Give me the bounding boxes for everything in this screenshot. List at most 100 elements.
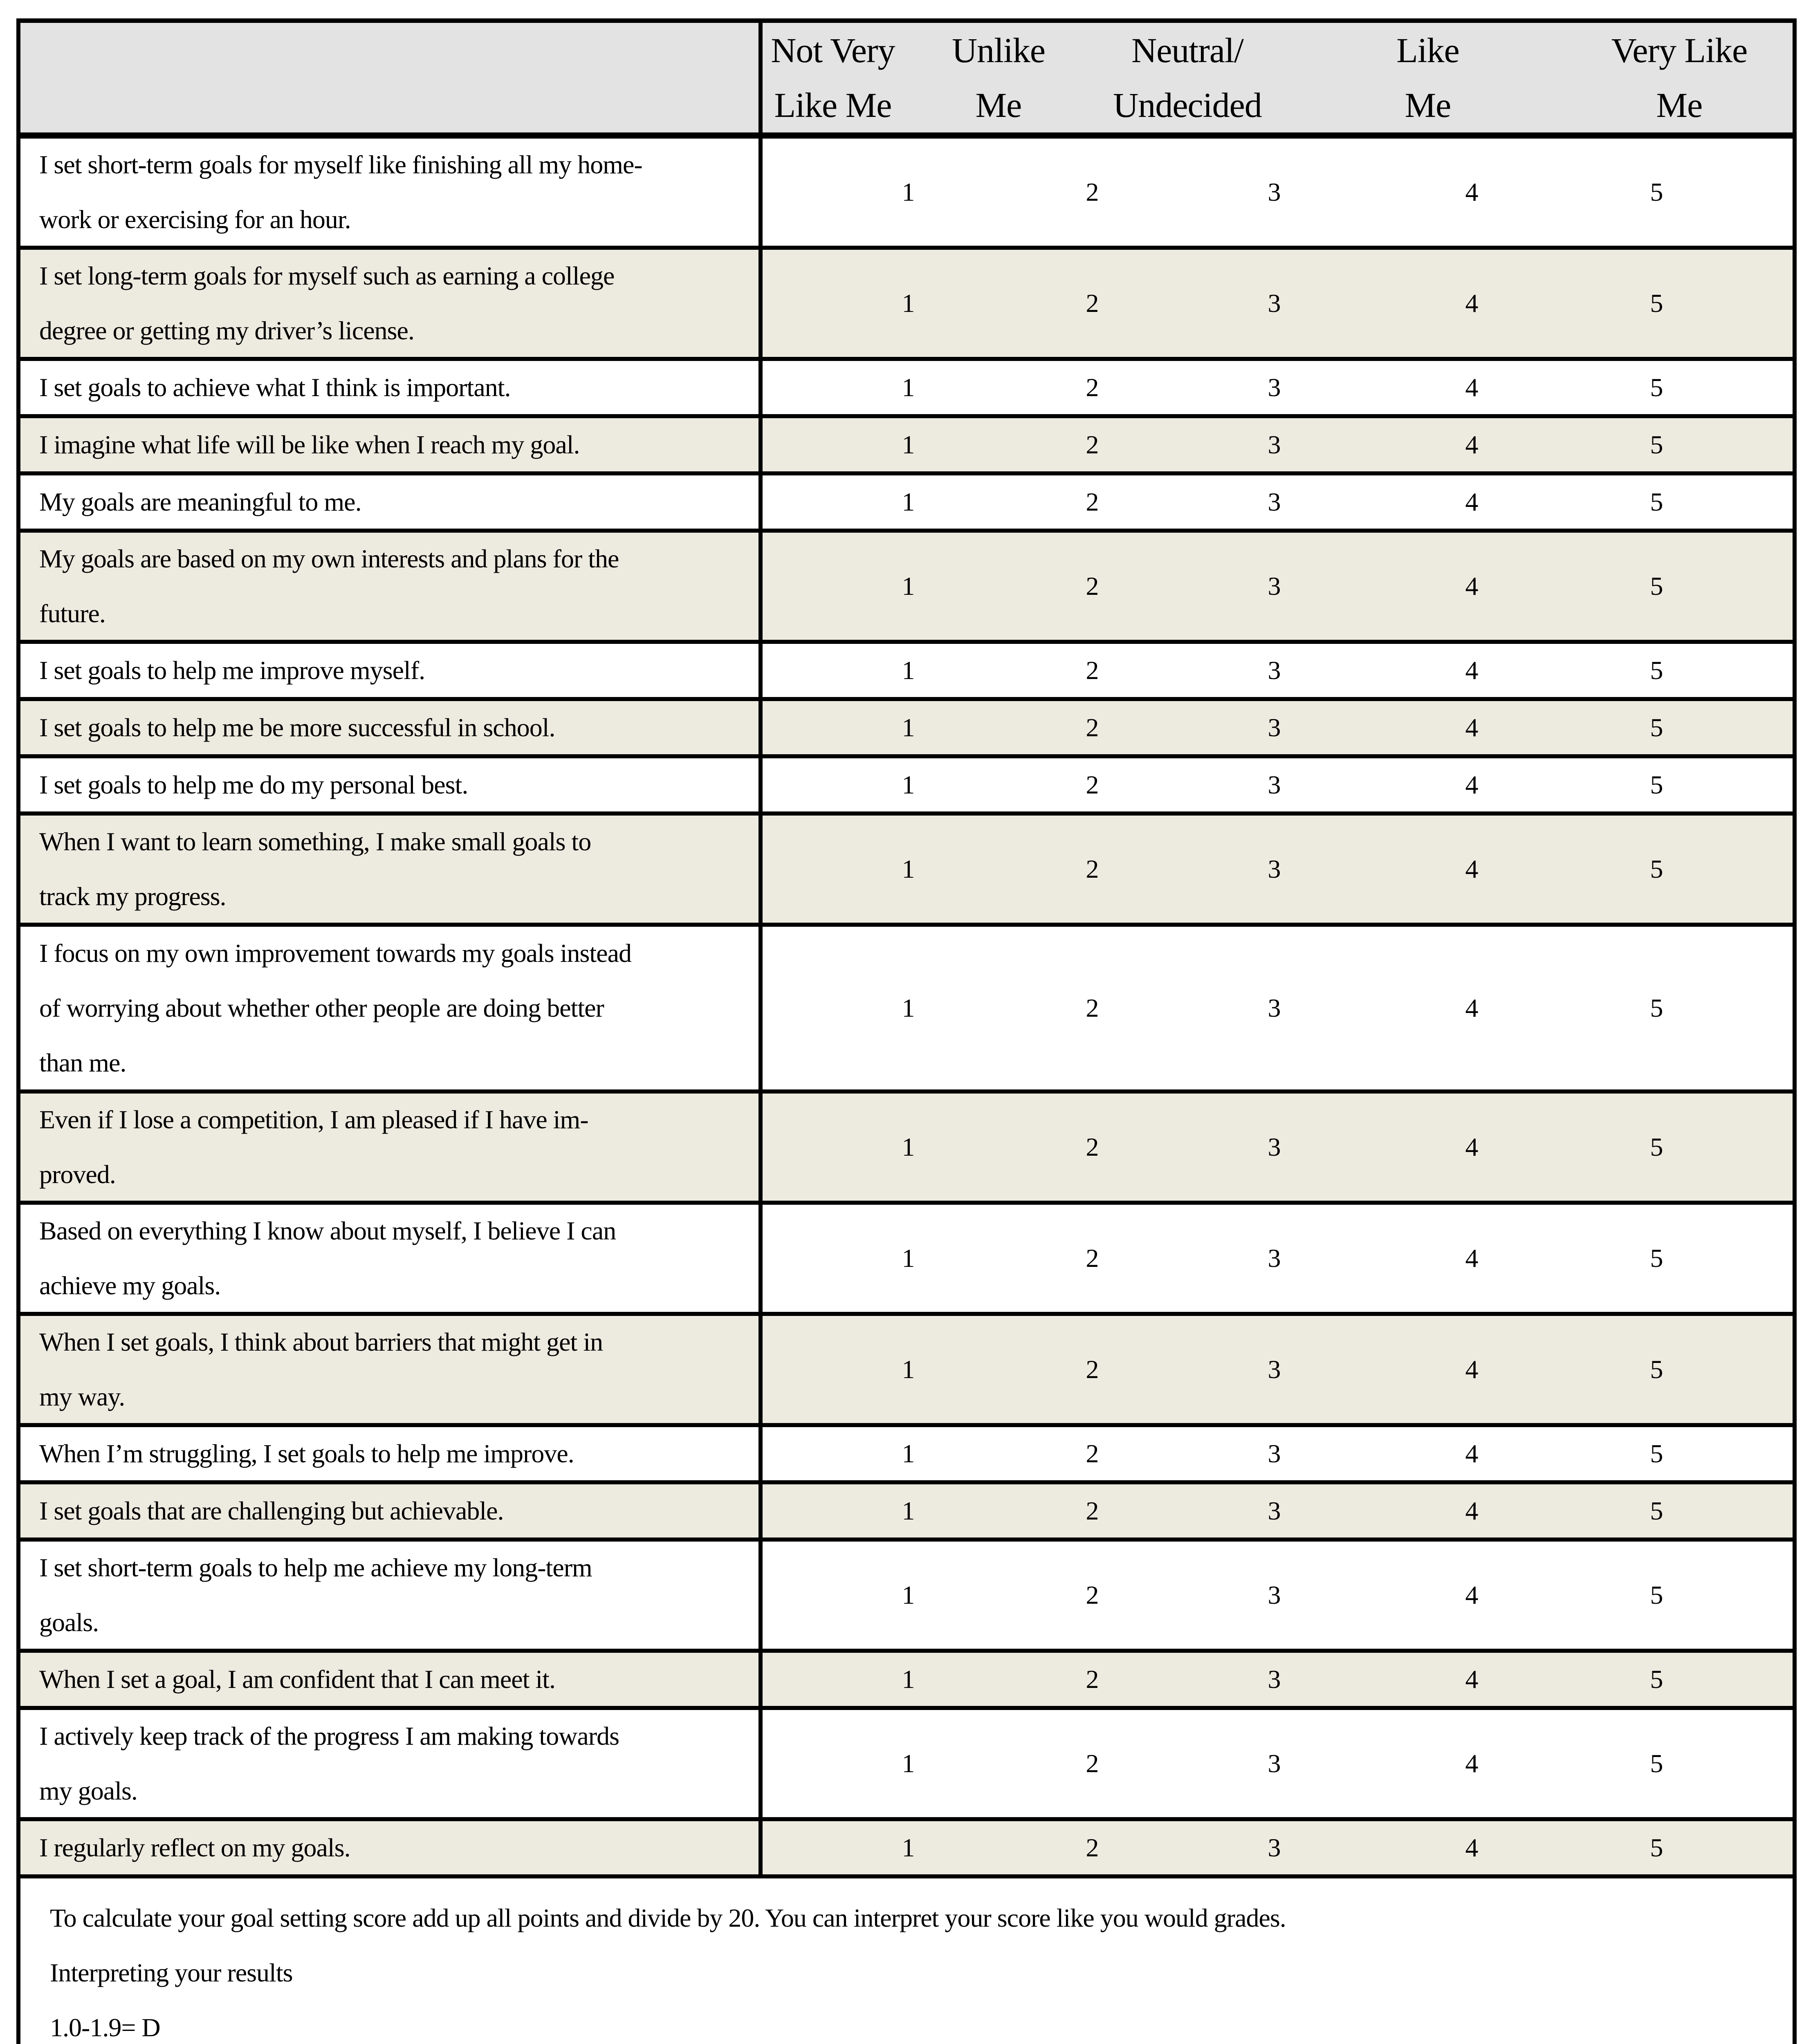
- rating-option-3[interactable]: 3: [1268, 1496, 1281, 1525]
- rating-option-2[interactable]: 2: [1086, 1665, 1099, 1694]
- rating-option-2[interactable]: 2: [1086, 373, 1099, 402]
- rating-option-5[interactable]: 5: [1650, 1496, 1663, 1525]
- rating-option-2[interactable]: 2: [1086, 1132, 1099, 1161]
- rating-option-3[interactable]: 3: [1268, 656, 1281, 685]
- rating-option-1[interactable]: 1: [902, 1665, 915, 1694]
- rating-option-4[interactable]: 4: [1465, 1496, 1479, 1525]
- rating-option-1[interactable]: 1: [902, 1833, 915, 1862]
- rating-option-1[interactable]: 1: [902, 572, 915, 601]
- rating-option-1[interactable]: 1: [902, 713, 915, 742]
- rating-option-2[interactable]: 2: [1086, 854, 1099, 883]
- rating-option-5[interactable]: 5: [1650, 1749, 1663, 1778]
- rating-option-4[interactable]: 4: [1465, 487, 1479, 516]
- rating-option-4[interactable]: 4: [1465, 1580, 1479, 1609]
- rating-option-4[interactable]: 4: [1465, 1244, 1479, 1273]
- rating-option-1[interactable]: 1: [902, 487, 915, 516]
- rating-option-2[interactable]: 2: [1086, 487, 1099, 516]
- rating-option-2[interactable]: 2: [1086, 1244, 1099, 1273]
- rating-option-1[interactable]: 1: [902, 1749, 915, 1778]
- rating-option-1[interactable]: 1: [902, 373, 915, 402]
- rating-option-3[interactable]: 3: [1268, 1355, 1281, 1384]
- rating-option-5[interactable]: 5: [1650, 770, 1663, 799]
- rating-option-1[interactable]: 1: [902, 656, 915, 685]
- rating-option-2[interactable]: 2: [1086, 1496, 1099, 1525]
- rating-option-3[interactable]: 3: [1268, 1132, 1281, 1161]
- rating-option-4[interactable]: 4: [1465, 373, 1479, 402]
- rating-option-5[interactable]: 5: [1650, 713, 1663, 742]
- rating-option-1[interactable]: 1: [902, 289, 915, 318]
- rating-option-3[interactable]: 3: [1268, 177, 1281, 206]
- rating-option-4[interactable]: 4: [1465, 993, 1479, 1022]
- rating-option-5[interactable]: 5: [1650, 572, 1663, 601]
- rating-option-4[interactable]: 4: [1465, 854, 1479, 883]
- rating-option-1[interactable]: 1: [902, 177, 915, 206]
- rating-option-2[interactable]: 2: [1086, 572, 1099, 601]
- rating-option-5[interactable]: 5: [1650, 1244, 1663, 1273]
- rating-option-4[interactable]: 4: [1465, 430, 1479, 459]
- rating-option-2[interactable]: 2: [1086, 713, 1099, 742]
- rating-option-5[interactable]: 5: [1650, 289, 1663, 318]
- rating-option-4[interactable]: 4: [1465, 713, 1479, 742]
- rating-option-3[interactable]: 3: [1268, 1244, 1281, 1273]
- rating-option-5[interactable]: 5: [1650, 487, 1663, 516]
- rating-option-5[interactable]: 5: [1650, 430, 1663, 459]
- rating-option-2[interactable]: 2: [1086, 993, 1099, 1022]
- rating-option-3[interactable]: 3: [1268, 770, 1281, 799]
- rating-option-5[interactable]: 5: [1650, 656, 1663, 685]
- rating-option-3[interactable]: 3: [1268, 289, 1281, 318]
- rating-option-1[interactable]: 1: [902, 1244, 915, 1273]
- rating-option-1[interactable]: 1: [902, 430, 915, 459]
- rating-option-4[interactable]: 4: [1465, 289, 1479, 318]
- rating-option-5[interactable]: 5: [1650, 1132, 1663, 1161]
- rating-option-2[interactable]: 2: [1086, 1833, 1099, 1862]
- rating-option-5[interactable]: 5: [1650, 1439, 1663, 1468]
- rating-option-3[interactable]: 3: [1268, 713, 1281, 742]
- rating-option-3[interactable]: 3: [1268, 993, 1281, 1022]
- rating-option-3[interactable]: 3: [1268, 1580, 1281, 1609]
- rating-option-5[interactable]: 5: [1650, 177, 1663, 206]
- rating-option-3[interactable]: 3: [1268, 1833, 1281, 1862]
- rating-option-1[interactable]: 1: [902, 1580, 915, 1609]
- rating-option-5[interactable]: 5: [1650, 373, 1663, 402]
- rating-option-4[interactable]: 4: [1465, 1833, 1479, 1862]
- rating-option-4[interactable]: 4: [1465, 1355, 1479, 1384]
- rating-option-3[interactable]: 3: [1268, 1439, 1281, 1468]
- rating-option-5[interactable]: 5: [1650, 854, 1663, 883]
- rating-option-3[interactable]: 3: [1268, 487, 1281, 516]
- rating-option-3[interactable]: 3: [1268, 1665, 1281, 1694]
- rating-option-3[interactable]: 3: [1268, 572, 1281, 601]
- rating-option-4[interactable]: 4: [1465, 177, 1479, 206]
- rating-option-2[interactable]: 2: [1086, 1749, 1099, 1778]
- rating-option-2[interactable]: 2: [1086, 656, 1099, 685]
- rating-option-1[interactable]: 1: [902, 1132, 915, 1161]
- rating-option-1[interactable]: 1: [902, 1439, 915, 1468]
- rating-option-4[interactable]: 4: [1465, 1665, 1479, 1694]
- rating-option-5[interactable]: 5: [1650, 1665, 1663, 1694]
- rating-option-5[interactable]: 5: [1650, 1355, 1663, 1384]
- rating-option-1[interactable]: 1: [902, 1496, 915, 1525]
- rating-option-4[interactable]: 4: [1465, 1439, 1479, 1468]
- rating-option-1[interactable]: 1: [902, 854, 915, 883]
- rating-option-4[interactable]: 4: [1465, 656, 1479, 685]
- rating-option-2[interactable]: 2: [1086, 177, 1099, 206]
- rating-option-4[interactable]: 4: [1465, 1132, 1479, 1161]
- rating-option-1[interactable]: 1: [902, 1355, 915, 1384]
- rating-option-5[interactable]: 5: [1650, 993, 1663, 1022]
- rating-option-2[interactable]: 2: [1086, 1355, 1099, 1384]
- rating-option-3[interactable]: 3: [1268, 430, 1281, 459]
- rating-option-2[interactable]: 2: [1086, 1580, 1099, 1609]
- rating-option-3[interactable]: 3: [1268, 854, 1281, 883]
- rating-option-2[interactable]: 2: [1086, 430, 1099, 459]
- rating-option-2[interactable]: 2: [1086, 1439, 1099, 1468]
- rating-option-3[interactable]: 3: [1268, 1749, 1281, 1778]
- rating-option-1[interactable]: 1: [902, 770, 915, 799]
- rating-option-4[interactable]: 4: [1465, 1749, 1479, 1778]
- rating-option-2[interactable]: 2: [1086, 289, 1099, 318]
- rating-option-5[interactable]: 5: [1650, 1580, 1663, 1609]
- rating-option-2[interactable]: 2: [1086, 770, 1099, 799]
- rating-option-3[interactable]: 3: [1268, 373, 1281, 402]
- rating-option-1[interactable]: 1: [902, 993, 915, 1022]
- rating-option-5[interactable]: 5: [1650, 1833, 1663, 1862]
- rating-option-4[interactable]: 4: [1465, 572, 1479, 601]
- rating-option-4[interactable]: 4: [1465, 770, 1479, 799]
